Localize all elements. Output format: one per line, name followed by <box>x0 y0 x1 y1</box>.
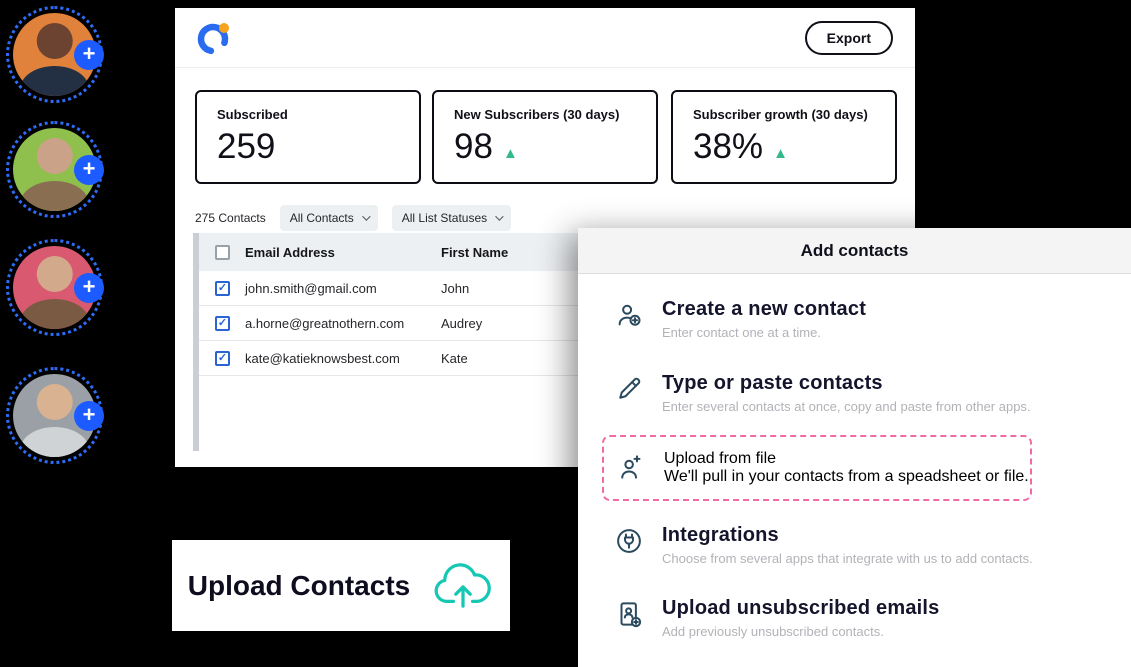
avatar-woman-gray <box>6 367 104 464</box>
add-contacts-modal: Add contacts Create a new contact Enter … <box>578 228 1131 667</box>
option-title: Upload unsubscribed emails <box>662 597 940 619</box>
cloud-upload-icon <box>434 562 492 608</box>
option-subtitle: We'll pull in your contacts from a spead… <box>664 468 1029 485</box>
person-add-icon <box>618 304 641 326</box>
cell-first-name: Kate <box>441 350 468 366</box>
option-subtitle: Enter several contacts at once, copy and… <box>662 399 1031 414</box>
stat-card-new-subscribers: New Subscribers (30 days) 98 <box>432 90 658 184</box>
option-upload-from-file[interactable]: Upload from file We'll pull in your cont… <box>602 435 1032 501</box>
stat-card-subscriber-growth: Subscriber growth (30 days) 38% <box>671 90 897 184</box>
stat-label: New Subscribers (30 days) <box>454 107 620 122</box>
option-type-or-paste[interactable]: Type or paste contacts Enter several con… <box>614 372 1031 414</box>
add-contact-badge-icon[interactable] <box>74 272 104 303</box>
avatar-man-orange <box>6 6 104 103</box>
dropdown-label: All Contacts <box>289 211 354 225</box>
row-checkbox[interactable] <box>215 315 230 331</box>
option-subtitle: Enter contact one at a time. <box>662 325 821 340</box>
pencil-icon <box>619 377 641 399</box>
cell-email: kate@katieknowsbest.com <box>245 350 400 366</box>
row-checkbox[interactable] <box>215 280 230 296</box>
cell-first-name: Audrey <box>441 315 483 331</box>
document-add-icon <box>620 602 642 628</box>
option-integrations[interactable]: Integrations Choose from several apps th… <box>614 524 1033 566</box>
trend-up-icon <box>503 127 518 167</box>
stat-card-subscribed: Subscribed 259 <box>195 90 421 184</box>
chevron-down-icon <box>495 212 504 221</box>
add-contact-badge-icon[interactable] <box>74 400 104 431</box>
cell-email: a.horne@greatnothern.com <box>245 315 405 331</box>
option-title: Create a new contact <box>662 298 867 320</box>
row-checkbox[interactable] <box>215 350 230 366</box>
option-title: Type or paste contacts <box>662 372 883 394</box>
upload-contacts-label: Upload Contacts <box>187 569 411 601</box>
option-subtitle: Add previously unsubscribed contacts. <box>662 624 884 639</box>
upload-contacts-card[interactable]: Upload Contacts <box>172 540 510 631</box>
option-upload-unsubscribed[interactable]: Upload unsubscribed emails Add previousl… <box>614 597 940 639</box>
avatar-woman-green <box>6 121 104 218</box>
constant-contact-logo-icon <box>197 23 229 55</box>
column-header-email: Email Address <box>245 244 335 260</box>
stat-value: 38% <box>693 127 764 166</box>
cell-email: john.smith@gmail.com <box>245 280 377 296</box>
stat-value: 259 <box>217 127 276 166</box>
modal-title: Add contacts <box>578 228 1131 274</box>
stat-label: Subscriber growth (30 days) <box>693 107 868 122</box>
dropdown-label: All List Statuses <box>401 211 488 225</box>
plug-icon <box>617 529 641 553</box>
dashboard-header: Export <box>175 8 915 68</box>
select-all-checkbox[interactable] <box>215 244 230 260</box>
add-contact-badge-icon[interactable] <box>74 39 104 70</box>
all-contacts-dropdown[interactable]: All Contacts <box>279 205 378 231</box>
cell-first-name: John <box>441 280 470 296</box>
option-title: Integrations <box>662 524 779 546</box>
export-button[interactable]: Export <box>804 21 893 55</box>
chevron-down-icon <box>361 212 371 221</box>
stat-value: 98 <box>454 127 493 166</box>
contacts-filter-bar: 275 Contacts All Contacts All List Statu… <box>195 205 512 231</box>
trend-up-icon <box>773 127 788 167</box>
stat-label: Subscribed <box>217 107 288 122</box>
avatar-woman-pink <box>6 239 104 336</box>
list-statuses-dropdown[interactable]: All List Statuses <box>391 205 512 231</box>
contacts-count: 275 Contacts <box>195 211 266 225</box>
add-contact-badge-icon[interactable] <box>74 154 104 185</box>
person-plus-icon <box>621 455 641 479</box>
column-header-first-name: First Name <box>441 244 509 260</box>
option-title: Upload from file <box>664 450 777 467</box>
option-subtitle: Choose from several apps that integrate … <box>662 551 1033 566</box>
option-create-new-contact[interactable]: Create a new contact Enter contact one a… <box>614 298 866 340</box>
